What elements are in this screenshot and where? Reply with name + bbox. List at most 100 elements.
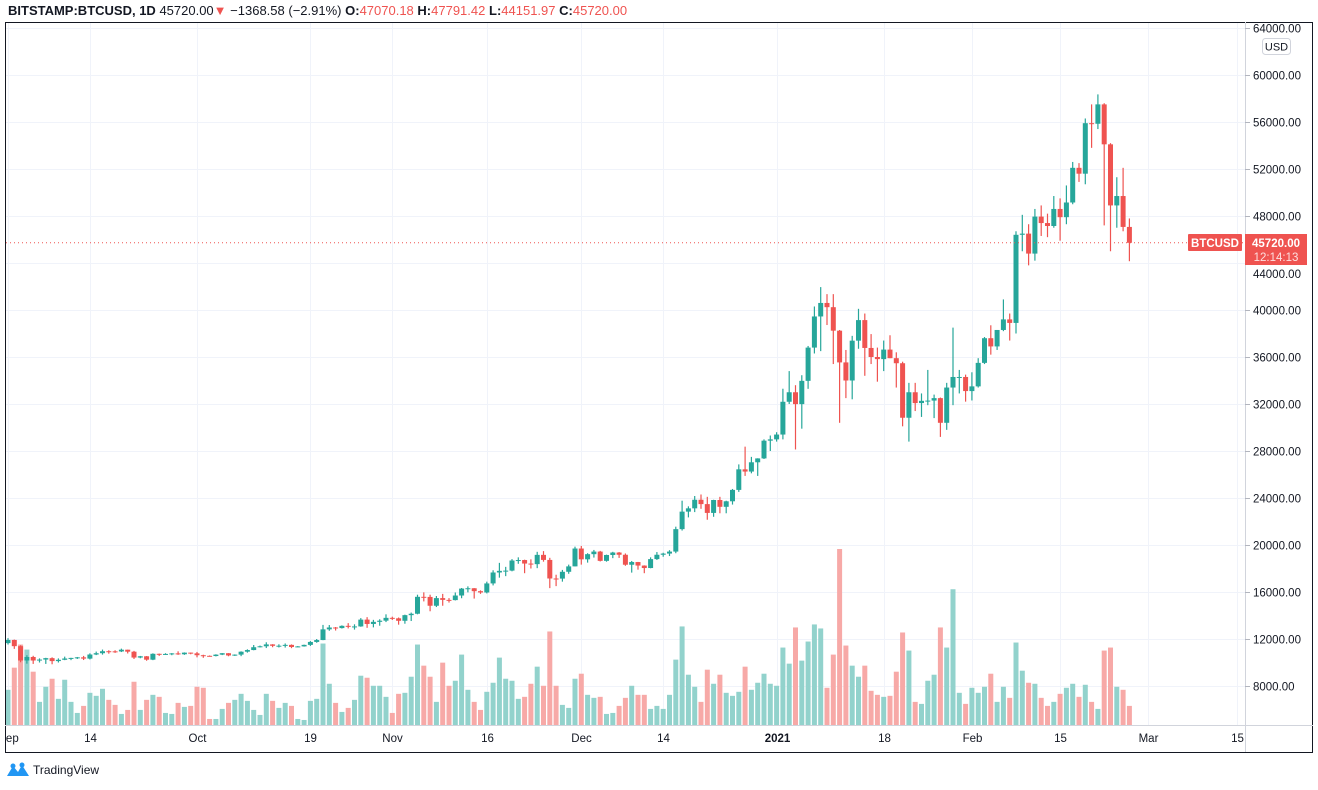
last-price: 45720.00 <box>159 3 214 18</box>
candle-body <box>427 596 433 606</box>
time-tick-label: 16 <box>481 733 494 745</box>
candle <box>175 651 181 655</box>
volume-bar <box>471 701 477 725</box>
volume-bar <box>963 703 969 725</box>
candle <box>711 499 717 517</box>
close-label: C: <box>559 3 573 18</box>
candle <box>1089 104 1095 148</box>
candle <box>194 651 200 658</box>
candle <box>24 655 30 664</box>
volume-bar <box>597 696 603 725</box>
candle <box>1076 163 1082 182</box>
candle <box>761 439 767 459</box>
candle <box>912 382 918 412</box>
candle <box>244 649 250 653</box>
candle-body <box>408 613 414 616</box>
candle <box>484 581 490 594</box>
volume-bar <box>585 694 591 725</box>
time-axis[interactable]: Sep 14 Oct 19 Nov 16 Dec 14 2021 18 Feb 15 Mar 15 <box>0 733 1244 745</box>
candle <box>37 658 42 663</box>
candle-body <box>137 656 143 658</box>
candle-body <box>660 553 666 555</box>
volume-bar <box>339 711 345 725</box>
price-tick-label: 52000.00 <box>1253 165 1301 177</box>
volume-bar <box>156 696 162 725</box>
price-tick-label: 40000.00 <box>1253 306 1301 318</box>
currency-badge[interactable]: USD <box>1262 38 1291 55</box>
time-tick-label: 18 <box>878 733 891 745</box>
candle <box>207 655 213 657</box>
volume-bar <box>931 674 937 725</box>
price-axis[interactable]: 8000.00 12000.00 16000.00 20000.00 24000.00 2… <box>1245 24 1301 694</box>
candle <box>963 374 969 402</box>
candle <box>270 644 276 648</box>
candle-body <box>868 347 874 357</box>
price-tag-countdown: 12:14:13 <box>1254 252 1299 264</box>
price-tag: BTCUSD 45720.00 12:14:13 <box>1188 234 1307 265</box>
volume-bar <box>446 685 452 725</box>
candle <box>572 546 578 567</box>
candle-body <box>830 307 836 331</box>
candle <box>131 650 137 659</box>
candle-body <box>150 653 156 660</box>
chart-border <box>5 22 1313 753</box>
volume-bar <box>484 691 490 725</box>
candle-body <box>566 566 572 572</box>
candle <box>522 559 528 574</box>
volume-bar <box>175 702 181 725</box>
volume-bar <box>232 699 238 725</box>
candle-body <box>654 554 660 560</box>
candle <box>919 393 924 417</box>
low-value: 44151.97 <box>501 3 556 18</box>
volume-bar <box>667 694 672 725</box>
candle <box>622 553 628 566</box>
volume-bar <box>874 694 880 725</box>
candle <box>100 649 105 655</box>
volume-bar <box>55 698 61 725</box>
candle-body <box>1000 319 1006 330</box>
volume-bar <box>566 707 572 725</box>
volume-bar <box>106 699 112 725</box>
volume-bar <box>11 667 17 725</box>
candle-body <box>717 499 723 507</box>
candle-body <box>578 548 584 560</box>
candle-body <box>112 651 118 653</box>
candle-body <box>459 588 465 596</box>
candle-body <box>49 658 55 662</box>
volume-bar <box>944 647 950 725</box>
candle <box>471 588 477 599</box>
candle <box>30 655 36 664</box>
candle <box>868 334 874 365</box>
candle-body <box>307 641 313 645</box>
candle-body <box>572 548 578 567</box>
candle <box>106 650 112 654</box>
candle-body <box>969 386 975 392</box>
volume-bar <box>1032 683 1038 725</box>
tradingview-logo[interactable]: TradingView <box>6 762 99 778</box>
triangle-down-icon: ▼ <box>213 3 227 18</box>
candle-body <box>1082 123 1088 174</box>
volume-bar <box>1101 650 1107 725</box>
time-tick-label: Oct <box>189 733 208 745</box>
candle-body <box>1045 223 1050 226</box>
candle <box>704 496 710 520</box>
candle-body <box>257 646 263 648</box>
candle-body <box>251 647 257 651</box>
candle <box>648 557 654 569</box>
volume-bar <box>18 644 24 725</box>
candle-body <box>1108 144 1113 206</box>
candle-body <box>1013 234 1019 323</box>
candle-body <box>93 653 99 655</box>
candle-body <box>648 559 654 569</box>
candle <box>553 574 559 587</box>
volume-bar <box>887 695 893 725</box>
volume-bar <box>181 706 187 725</box>
candle-body <box>1051 208 1057 226</box>
price-tick-label: 16000.00 <box>1253 588 1301 600</box>
candle-body <box>320 629 326 641</box>
candle-body <box>824 302 830 308</box>
volume-bar <box>415 644 420 725</box>
volume-bar <box>654 705 660 725</box>
candle <box>805 345 811 389</box>
